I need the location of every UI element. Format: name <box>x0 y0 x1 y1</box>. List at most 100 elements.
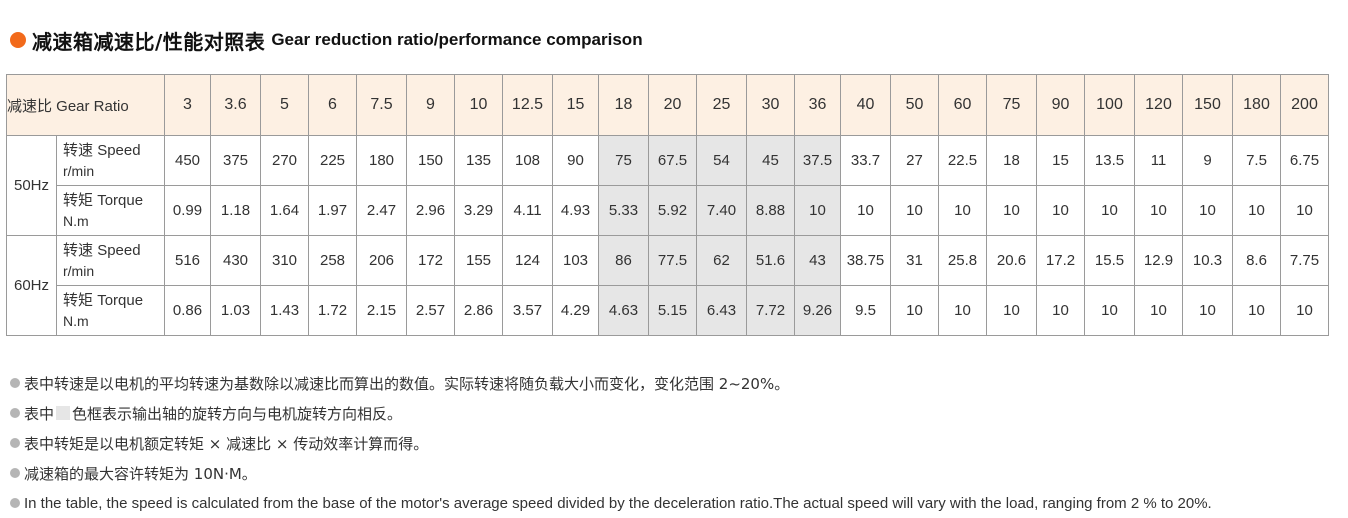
value-cell: 2.15 <box>356 285 407 336</box>
note-text: 表中转矩是以电机额定转矩 × 减速比 × 传动效率计算而得。 <box>24 434 429 453</box>
value-cell: 9.26 <box>794 285 841 336</box>
value-cell: 10 <box>890 285 939 336</box>
note-text: 表中转速是以电机的平均转速为基数除以减速比而算出的数值。实际转速将随负载大小而变… <box>24 374 790 393</box>
value-cell: 135 <box>454 135 503 186</box>
value-cell: 375 <box>210 135 261 186</box>
parameter-unit: N.m <box>63 212 89 229</box>
table-row: 60Hz 转速 Speed r/min 516 430 310 258 206 172 155 12… <box>6 235 1329 336</box>
value-cell: 75 <box>598 135 649 186</box>
ratio-header-cell: 3.6 <box>210 74 261 136</box>
table-row: 转矩 Torque N.m 0.99 1.18 1.64 1.97 2.47 2.96 3.29… <box>7 185 1329 236</box>
value-cell: 10 <box>1182 185 1233 236</box>
ratio-header-cell: 30 <box>746 74 795 136</box>
parameter-name-cn: 转速 <box>63 241 94 259</box>
value-cell: 90 <box>552 135 599 186</box>
value-cell: 0.86 <box>164 285 211 336</box>
parameter-name-cn: 转矩 <box>63 191 94 209</box>
value-cell: 10 <box>1036 285 1085 336</box>
value-cell: 3.57 <box>502 285 553 336</box>
value-cell: 10 <box>938 285 987 336</box>
frequency-cell: 50Hz <box>6 135 57 236</box>
value-cell: 516 <box>164 235 211 286</box>
value-cell: 6.43 <box>696 285 747 336</box>
value-cell: 10 <box>986 285 1037 336</box>
value-cell: 10 <box>1134 285 1183 336</box>
value-cell: 12.9 <box>1134 235 1183 286</box>
value-cell: 7.40 <box>696 185 747 236</box>
note-torque-cn: 表中转矩是以电机额定转矩 × 减速比 × 传动效率计算而得。 <box>10 428 1212 458</box>
value-cell: 10 <box>986 185 1037 236</box>
ratio-header-cell: 5 <box>260 74 309 136</box>
value-cell: 172 <box>406 235 455 286</box>
value-cell: 10 <box>794 185 841 236</box>
value-cell: 15 <box>1036 135 1085 186</box>
value-cell: 10 <box>840 185 891 236</box>
value-cell: 4.29 <box>552 285 599 336</box>
note-max-torque-cn: 减速箱的最大容许转矩为 10N·M。 <box>10 458 1212 488</box>
value-cell: 10 <box>1280 285 1329 336</box>
value-cell: 5.15 <box>648 285 697 336</box>
note-speed-cn: 表中转速是以电机的平均转速为基数除以减速比而算出的数值。实际转速将随负载大小而变… <box>10 368 1212 398</box>
value-cell: 31 <box>890 235 939 286</box>
table-row: 50Hz 转速 Speed r/min 450 375 270 225 180 150 135 10… <box>6 135 1329 236</box>
note-text: 减速箱的最大容许转矩为 10N·M。 <box>24 464 257 483</box>
parameter-cell: 转速 Speed r/min <box>56 235 165 286</box>
value-cell: 108 <box>502 135 553 186</box>
ratio-header-cell: 180 <box>1232 74 1281 136</box>
title-chinese: 减速箱减速比/性能对照表 <box>32 29 266 54</box>
value-cell: 150 <box>406 135 455 186</box>
parameter-name-en: Torque <box>97 191 144 209</box>
value-cell: 43 <box>794 235 841 286</box>
value-cell: 7.75 <box>1280 235 1329 286</box>
value-cell: 13.5 <box>1084 135 1135 186</box>
value-cell: 4.93 <box>552 185 599 236</box>
ratio-header-cell: 12.5 <box>502 74 553 136</box>
value-cell: 10 <box>1084 285 1135 336</box>
ratio-header-cell: 75 <box>986 74 1037 136</box>
value-cell: 10 <box>1280 185 1329 236</box>
value-cell: 258 <box>308 235 357 286</box>
value-cell: 180 <box>356 135 407 186</box>
bullet-icon <box>10 498 20 508</box>
parameter-unit: r/min <box>63 162 95 179</box>
ratio-header-cell: 7.5 <box>356 74 407 136</box>
value-cell: 77.5 <box>648 235 697 286</box>
parameter-name-en: Speed <box>97 141 141 159</box>
value-cell: 5.33 <box>598 185 649 236</box>
value-cell: 6.75 <box>1280 135 1329 186</box>
parameter-name-en: Torque <box>97 291 144 309</box>
value-cell: 5.92 <box>648 185 697 236</box>
ratio-header-cell: 6 <box>308 74 357 136</box>
ratio-header-cell: 200 <box>1280 74 1329 136</box>
note-text: In the table, the speed is calculated fr… <box>24 494 1212 512</box>
value-cell: 67.5 <box>648 135 697 186</box>
value-cell: 1.18 <box>210 185 261 236</box>
value-cell: 1.43 <box>260 285 309 336</box>
value-cell: 1.97 <box>308 185 357 236</box>
value-cell: 62 <box>696 235 747 286</box>
value-cell: 18 <box>986 135 1037 186</box>
bullet-icon <box>10 438 20 448</box>
value-cell: 54 <box>696 135 747 186</box>
frequency-cell: 60Hz <box>6 235 57 336</box>
note-direction-cn: 表中 色框表示输出轴的旋转方向与电机旋转方向相反。 <box>10 398 1212 428</box>
parameter-unit: r/min <box>63 262 95 279</box>
ratio-header-cell: 20 <box>648 74 697 136</box>
value-cell: 27 <box>890 135 939 186</box>
ratio-header-cell: 60 <box>938 74 987 136</box>
ratio-header-cell: 9 <box>406 74 455 136</box>
value-cell: 270 <box>260 135 309 186</box>
value-cell: 10 <box>1232 185 1281 236</box>
value-cell: 51.6 <box>746 235 795 286</box>
value-cell: 15.5 <box>1084 235 1135 286</box>
value-cell: 225 <box>308 135 357 186</box>
note-text: 表中 <box>24 404 55 423</box>
title-english: Gear reduction ratio/performance compari… <box>271 30 643 49</box>
value-cell: 38.75 <box>840 235 891 286</box>
value-cell: 10 <box>938 185 987 236</box>
value-cell: 10.3 <box>1182 235 1233 286</box>
value-cell: 10 <box>1134 185 1183 236</box>
value-cell: 7.5 <box>1232 135 1281 186</box>
gear-ratio-table: 减速比 Gear Ratio 3 3.6 5 6 7.5 9 10 12.5 15 18 20 25 30… <box>6 74 1329 336</box>
value-cell: 2.57 <box>406 285 455 336</box>
